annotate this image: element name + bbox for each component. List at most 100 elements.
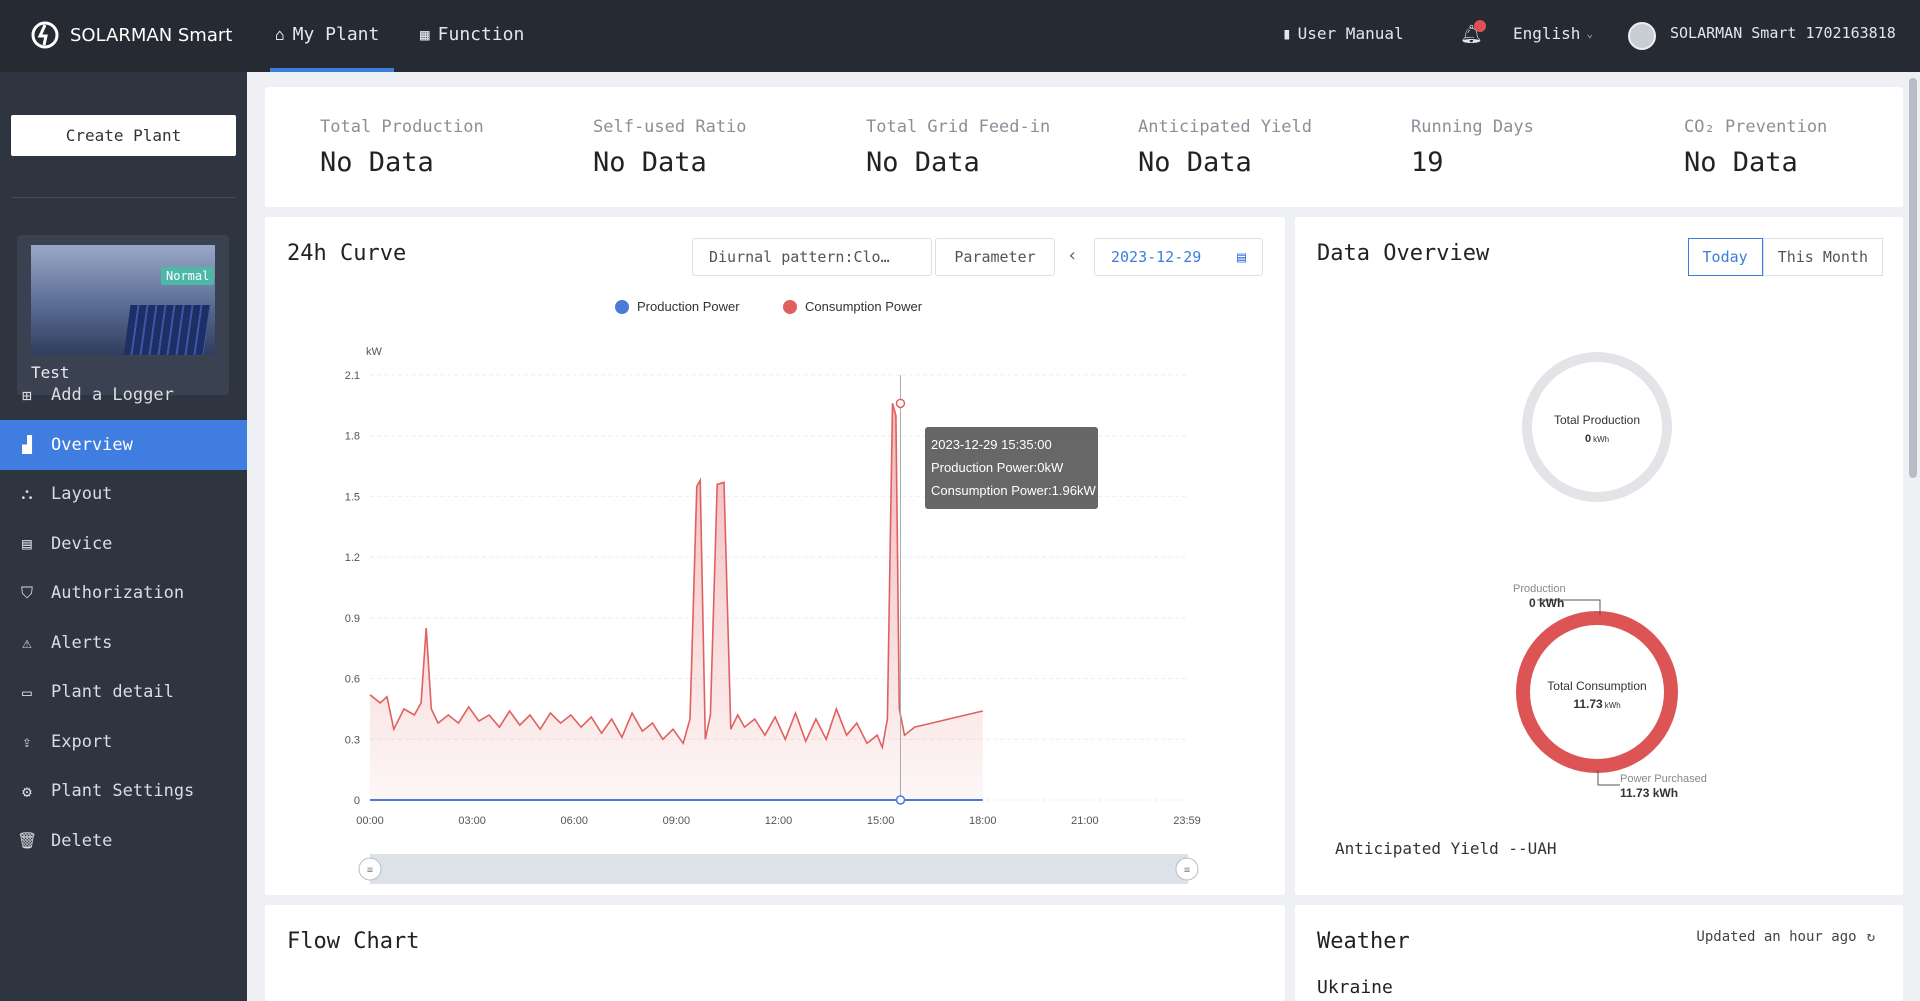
zoom-handle-left[interactable] bbox=[358, 857, 382, 881]
ring-consumption-value: 11.73 kWh bbox=[1573, 697, 1620, 711]
tab-this-month[interactable]: This Month bbox=[1762, 238, 1883, 276]
sidebar-item-label: Device bbox=[51, 533, 113, 554]
consumption-point bbox=[895, 398, 906, 409]
user-manual-label: User Manual bbox=[1297, 24, 1404, 43]
weather-card: Weather Updated an hour ago ↻ Ukraine bbox=[1295, 905, 1903, 1001]
stat-self-used-ratio: Self-used Ratio No Data bbox=[593, 117, 747, 178]
sidebar-item-device[interactable]: ▤ Device bbox=[0, 519, 247, 569]
legend-dot-consumption bbox=[783, 299, 797, 314]
folder-icon: ▭ bbox=[22, 682, 32, 702]
date-picker[interactable]: 2023-12-29 ▤ bbox=[1094, 238, 1263, 276]
sidebar-item-delete[interactable]: 🗑︎ Delete bbox=[0, 816, 247, 866]
diurnal-pattern-select[interactable]: Diurnal pattern:Clo… bbox=[692, 238, 932, 276]
tab-today[interactable]: Today bbox=[1687, 238, 1763, 276]
production-leader-line bbox=[1537, 599, 1601, 615]
tooltip-production: Production Power:0kW bbox=[931, 460, 1064, 475]
sidebar-item-plant-settings[interactable]: ⚙ Plant Settings bbox=[0, 766, 247, 816]
stat-anticipated-yield: Anticipated Yield No Data bbox=[1138, 117, 1312, 178]
bar-chart-icon: ▟ bbox=[22, 435, 32, 454]
legend-consumption[interactable]: Consumption Power bbox=[783, 299, 922, 314]
chevron-left-icon[interactable]: ‹ bbox=[1067, 245, 1078, 266]
sidebar-item-label: Delete bbox=[51, 830, 113, 851]
trash-icon: 🗑︎ bbox=[17, 831, 38, 850]
avatar[interactable] bbox=[1628, 22, 1656, 50]
shield-icon: ⛉ bbox=[20, 583, 33, 602]
top-bar: SOLARMAN Smart ⌂ My Plant ▦ Function ▮ U… bbox=[0, 0, 1920, 72]
book-icon: ▮ bbox=[1282, 24, 1292, 43]
curve-chart[interactable]: kW 0 0.3 0.6 0.9 1.2 1.5 1.8 2.1 00:00 03:00 06:00 0… bbox=[265, 217, 1285, 895]
nav-function[interactable]: ▦ Function bbox=[420, 24, 524, 45]
parameter-button[interactable]: Parameter bbox=[935, 238, 1055, 276]
plus-square-icon: ⊞ bbox=[22, 385, 32, 405]
anticipated-yield-text: Anticipated Yield --UAH bbox=[1335, 839, 1557, 858]
drag-handle-icon: ≡ bbox=[1184, 865, 1190, 876]
y-tick-label: 1.8 bbox=[345, 431, 360, 443]
nav-function-label: Function bbox=[437, 24, 525, 45]
consumption-ring bbox=[1516, 611, 1678, 773]
sidebar-item-overview[interactable]: ▟ Overview bbox=[0, 419, 247, 470]
app-logo[interactable]: SOLARMAN Smart bbox=[30, 20, 232, 50]
ring-consumption-number: 11.73 bbox=[1573, 697, 1603, 711]
period-tabs: Today This Month bbox=[1687, 238, 1883, 276]
legend-label: Production Power bbox=[637, 299, 740, 314]
sidebar-item-plant-detail[interactable]: ▭ Plant detail bbox=[0, 667, 247, 717]
gear-icon: ⚙ bbox=[22, 781, 32, 801]
stat-value: No Data bbox=[320, 147, 434, 178]
ring-production-number: 0 bbox=[1585, 433, 1591, 445]
zoom-handle-right[interactable] bbox=[1175, 857, 1199, 881]
y-tick-label: 1.5 bbox=[345, 491, 360, 503]
ring-consumption-unit: kWh bbox=[1605, 701, 1621, 710]
purchased-leader-line bbox=[1597, 770, 1620, 786]
user-account[interactable]: SOLARMAN Smart 1702163818 bbox=[1670, 24, 1896, 42]
sidebar-item-authorization[interactable]: ⛉ Authorization bbox=[0, 568, 247, 618]
x-tick-label: 00:00 bbox=[356, 815, 384, 827]
sidebar-item-export[interactable]: ⇪ Export bbox=[0, 717, 247, 767]
sidebar-item-label: Add a Logger bbox=[51, 385, 174, 405]
plant-card[interactable]: Normal Test bbox=[17, 235, 229, 395]
sidebar-divider bbox=[11, 197, 236, 198]
y-tick-label: 0.3 bbox=[345, 734, 360, 746]
legend-production[interactable]: Production Power bbox=[615, 299, 740, 314]
y-tick-label: 0.9 bbox=[345, 613, 360, 625]
stat-label: Total Grid Feed-in bbox=[866, 117, 1051, 137]
sidebar-item-label: Alerts bbox=[51, 632, 113, 653]
grid-icon: ▦ bbox=[420, 25, 430, 44]
weather-location: Ukraine bbox=[1317, 977, 1393, 998]
date-value: 2023-12-29 bbox=[1111, 248, 1202, 266]
stat-label: Running Days bbox=[1411, 117, 1534, 137]
production-label: Production bbox=[1513, 583, 1566, 595]
sidebar-item-label: Plant Settings bbox=[51, 781, 195, 801]
ring-consumption-label: Total Consumption bbox=[1547, 679, 1646, 693]
nav-my-plant[interactable]: ⌂ My Plant bbox=[275, 24, 379, 45]
legend-label: Consumption Power bbox=[805, 299, 923, 314]
scrollbar-thumb[interactable] bbox=[1909, 78, 1917, 478]
consumption-line bbox=[369, 403, 983, 751]
language-label: English bbox=[1513, 24, 1581, 43]
solarman-logo-icon bbox=[31, 21, 59, 49]
sidebar-item-layout[interactable]: ⛬ Layout bbox=[0, 469, 247, 519]
ring-production-label: Total Production bbox=[1554, 413, 1640, 427]
sidebar-item-alerts[interactable]: ⚠ Alerts bbox=[0, 618, 247, 668]
y-tick-label: 2.1 bbox=[345, 370, 360, 382]
create-plant-button[interactable]: Create Plant bbox=[11, 115, 236, 156]
language-select[interactable]: English ⌄ bbox=[1513, 24, 1593, 43]
sidebar: Create Plant Normal Test ⊞ Add a Logger ▟ O… bbox=[0, 72, 247, 1001]
stat-value: No Data bbox=[593, 147, 707, 178]
user-manual-link[interactable]: ▮ User Manual bbox=[1282, 24, 1404, 43]
nav-my-plant-label: My Plant bbox=[292, 24, 380, 45]
stat-total-production: Total Production No Data bbox=[320, 117, 484, 178]
x-tick-label: 18:00 bbox=[969, 815, 997, 827]
x-tick-label: 15:00 bbox=[867, 815, 895, 827]
alarm-icon: ⚠ bbox=[22, 633, 32, 652]
overview-title: Data Overview bbox=[1317, 241, 1490, 266]
sidebar-item-add-a-logger[interactable]: ⊞ Add a Logger bbox=[0, 370, 247, 420]
data-overview-card: Data Overview Today This Month Total Pro… bbox=[1295, 217, 1903, 895]
ring-production-value: 0 kWh bbox=[1585, 433, 1609, 445]
stat-value: No Data bbox=[1138, 147, 1252, 178]
production-point bbox=[895, 795, 906, 805]
stat-label: Self-used Ratio bbox=[593, 117, 747, 137]
sidebar-item-label: Export bbox=[51, 731, 113, 752]
x-tick-label: 09:00 bbox=[663, 815, 691, 827]
refresh-icon[interactable]: ↻ bbox=[1866, 929, 1875, 945]
weather-updated: Updated an hour ago ↻ bbox=[1696, 929, 1875, 945]
